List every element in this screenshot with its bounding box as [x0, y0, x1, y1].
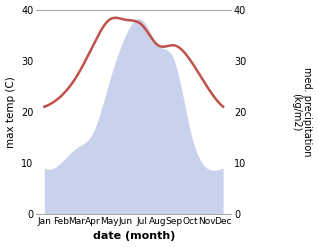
X-axis label: date (month): date (month)	[93, 231, 175, 242]
Y-axis label: med. precipitation
(kg/m2): med. precipitation (kg/m2)	[291, 67, 313, 157]
Y-axis label: max temp (C): max temp (C)	[5, 76, 16, 148]
